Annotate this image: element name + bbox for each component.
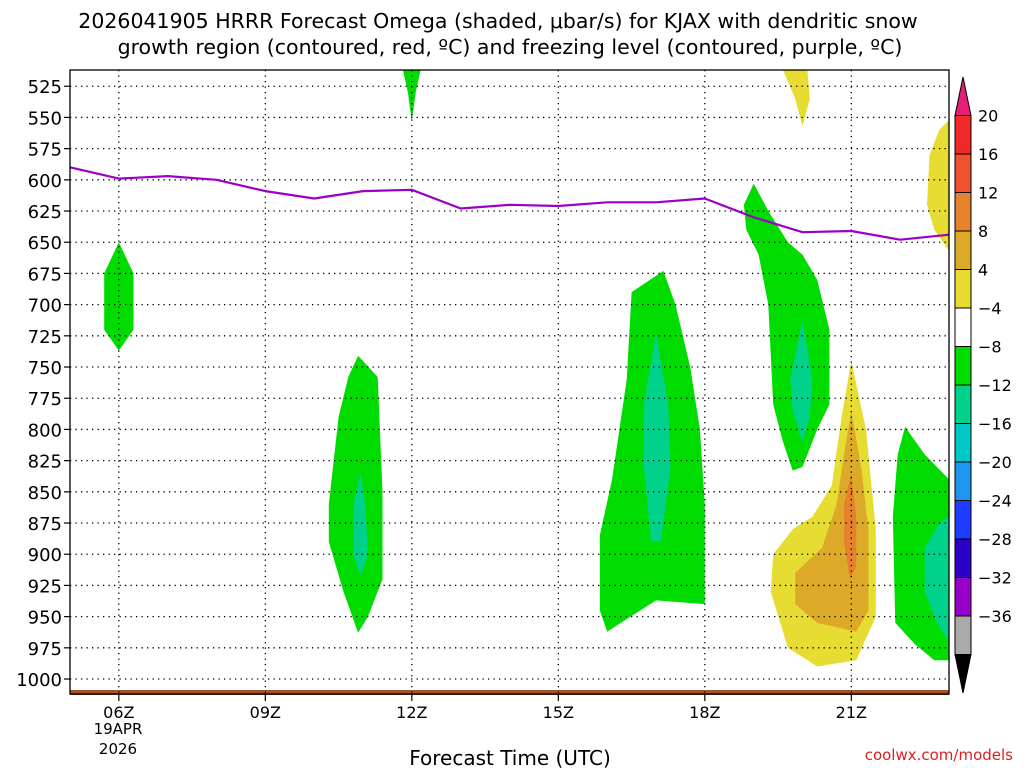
y-tick-label-700: 700 (28, 296, 62, 317)
y-tick-label-525: 525 (28, 77, 62, 98)
colorbar-label-12: −32 (978, 569, 1012, 588)
colorbar-swatch-12 (954, 538, 972, 578)
x-tick-label-12Z: 12Z (396, 703, 427, 722)
colorbar-label-2: 12 (978, 184, 998, 203)
colorbar-swatch-1 (954, 115, 972, 155)
time-axis: 06Z 09Z 12Z 15Z 18Z 21Z (103, 694, 867, 722)
colorbar-swatch-13 (954, 577, 972, 617)
colorbar-swatch-2 (954, 153, 972, 193)
y-tick-label-650: 650 (28, 233, 62, 254)
y-tick-label-750: 750 (28, 358, 62, 379)
omega-region-darkorange-21z (844, 473, 857, 580)
y-tick-label-800: 800 (28, 420, 62, 441)
colorbar-label-11: −28 (978, 530, 1012, 549)
colorbar-swatch-10 (954, 461, 972, 501)
colorbar-label-13: −36 (978, 607, 1012, 626)
y-tick-label-775: 775 (28, 389, 62, 410)
pressure-gridlines (70, 70, 949, 694)
x-tick-label-09Z: 09Z (250, 703, 281, 722)
y-tick-label-575: 575 (28, 140, 62, 161)
colorbar-label-5: −4 (978, 299, 1002, 318)
colorbar-swatch-6 (954, 307, 972, 347)
x-tick-label-06Z: 06Z (103, 703, 134, 722)
omega-region-cyan-20z (790, 320, 813, 442)
chart-title-line-1: 2026041905 HRRR Forecast Omega (shaded, … (78, 9, 917, 33)
colorbar-label-6: −8 (978, 338, 1002, 357)
colorbar-swatch-8 (954, 384, 972, 424)
colorbar-swatch-14 (954, 615, 972, 655)
y-tick-label-950: 950 (28, 608, 62, 629)
colorbar-swatch-15 (954, 654, 972, 694)
omega-region-yellow-23z-upper (927, 119, 949, 252)
omega-region-green-12z-upper (403, 70, 421, 122)
y-tick-label-875: 875 (28, 514, 62, 535)
y-tick-label-625: 625 (28, 202, 62, 223)
omega-region-cyan-17z (643, 333, 671, 542)
x-axis-title: Forecast Time (UTC) (409, 746, 611, 768)
colorbar-label-0: 20 (978, 107, 998, 126)
freezing-level-layer (69, 166, 950, 241)
colorbar-label-10: −24 (978, 492, 1012, 511)
date-label-year: 2026 (99, 740, 137, 758)
y-tick-label-725: 725 (28, 327, 62, 348)
colorbar-label-8: −16 (978, 415, 1012, 434)
omega-region-yellow-20z-upper (783, 70, 810, 127)
chart-title-line-2: growth region (contoured, red, ºC) and f… (118, 35, 903, 59)
x-tick-label-18Z: 18Z (689, 703, 720, 722)
x-tick-label-15Z: 15Z (543, 703, 574, 722)
omega-region-cyan-11z (353, 473, 368, 576)
y-tick-label-925: 925 (28, 576, 62, 597)
credit-label: coolwx.com/models (865, 746, 1013, 764)
y-tick-label-675: 675 (28, 264, 62, 285)
freezing-level-line (69, 166, 950, 241)
colorbar-legend: 20 16 12 8 4 −4 −8 −12 −16 −20 −24 −28 −32 −36 (954, 76, 1012, 694)
date-label-day: 19APR (94, 720, 143, 738)
y-tick-label-825: 825 (28, 452, 62, 473)
surface-band (70, 690, 949, 695)
pressure-axis: 525 550 575 600 625 650 675 700 725 750 775 800 825 8… (16, 77, 70, 691)
omega-region-cyan-22z (924, 516, 949, 642)
colorbar-swatch-7 (954, 346, 972, 386)
y-tick-label-600: 600 (28, 171, 62, 192)
colorbar-label-9: −20 (978, 453, 1012, 472)
omega-shading-layer (70, 70, 949, 695)
colorbar-label-3: 8 (978, 222, 988, 241)
x-tick-label-21Z: 21Z (836, 703, 867, 722)
colorbar-label-7: −12 (978, 376, 1012, 395)
colorbar-swatch-9 (954, 423, 972, 463)
colorbar-swatch-4 (954, 230, 972, 270)
y-tick-label-900: 900 (28, 545, 62, 566)
y-tick-label-550: 550 (28, 108, 62, 129)
colorbar-label-4: 4 (978, 261, 988, 280)
colorbar-swatch-11 (954, 500, 972, 540)
colorbar-swatch-0 (954, 76, 972, 116)
colorbar-swatch-5 (954, 269, 972, 309)
y-tick-label-1000: 1000 (16, 670, 62, 691)
y-tick-label-850: 850 (28, 483, 62, 504)
colorbar-swatch-3 (954, 192, 972, 232)
y-tick-label-975: 975 (28, 639, 62, 660)
plot-frame (69, 69, 950, 695)
colorbar-label-1: 16 (978, 145, 998, 164)
